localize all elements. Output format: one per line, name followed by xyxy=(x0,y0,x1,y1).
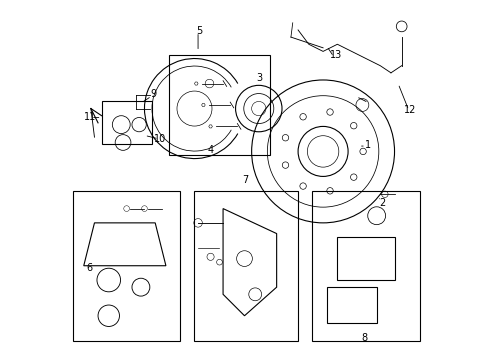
Bar xyxy=(169,55,269,155)
Bar xyxy=(73,191,180,341)
Text: 10: 10 xyxy=(154,134,166,144)
Text: 1: 1 xyxy=(364,140,370,150)
Text: 2: 2 xyxy=(378,198,385,208)
Text: 7: 7 xyxy=(242,175,248,185)
Bar xyxy=(312,191,419,341)
Text: 4: 4 xyxy=(207,145,213,155)
Text: 9: 9 xyxy=(150,89,156,99)
Text: 13: 13 xyxy=(329,50,341,60)
Text: 12: 12 xyxy=(404,105,416,115)
Text: 6: 6 xyxy=(86,262,92,273)
Text: 8: 8 xyxy=(360,333,366,343)
Text: 11: 11 xyxy=(84,112,96,122)
Text: 5: 5 xyxy=(196,26,202,36)
Bar xyxy=(194,191,298,341)
Text: 3: 3 xyxy=(256,73,263,83)
